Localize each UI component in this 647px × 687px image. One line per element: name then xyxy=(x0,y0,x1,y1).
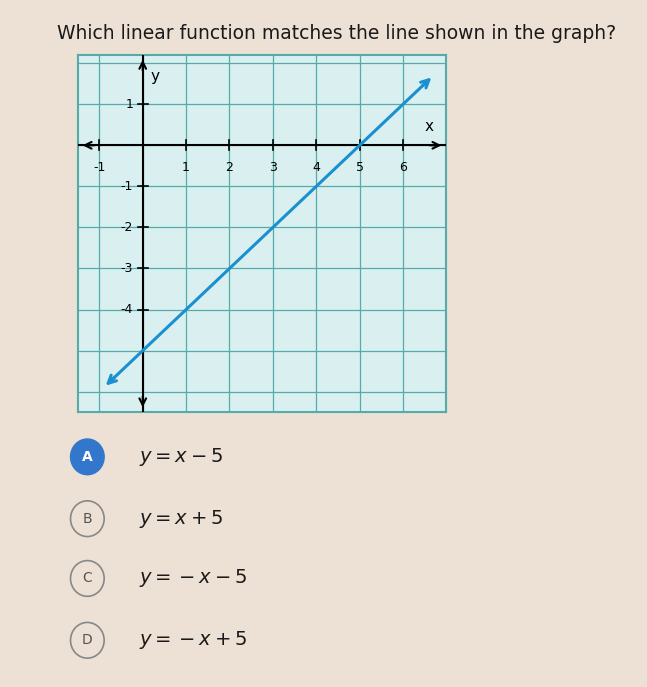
Text: 5: 5 xyxy=(356,161,364,174)
Text: -3: -3 xyxy=(121,262,133,275)
Text: $y = x - 5$: $y = x - 5$ xyxy=(139,446,223,468)
Text: $y = -x + 5$: $y = -x + 5$ xyxy=(139,629,247,651)
Text: 1: 1 xyxy=(182,161,190,174)
Text: -2: -2 xyxy=(121,221,133,234)
Text: Which linear function matches the line shown in the graph?: Which linear function matches the line s… xyxy=(57,24,616,43)
Text: x: x xyxy=(424,119,433,134)
Text: 4: 4 xyxy=(313,161,320,174)
Text: -4: -4 xyxy=(121,303,133,316)
Text: -1: -1 xyxy=(121,180,133,193)
Text: 2: 2 xyxy=(226,161,234,174)
Text: -1: -1 xyxy=(93,161,105,174)
Text: y: y xyxy=(151,69,160,85)
Text: C: C xyxy=(82,572,93,585)
Text: 3: 3 xyxy=(269,161,277,174)
Text: $y = x + 5$: $y = x + 5$ xyxy=(139,508,223,530)
Text: 6: 6 xyxy=(399,161,407,174)
Text: B: B xyxy=(83,512,92,526)
Text: $y = -x - 5$: $y = -x - 5$ xyxy=(139,567,247,589)
Text: 1: 1 xyxy=(126,98,133,111)
Text: A: A xyxy=(82,450,93,464)
Text: D: D xyxy=(82,633,93,647)
